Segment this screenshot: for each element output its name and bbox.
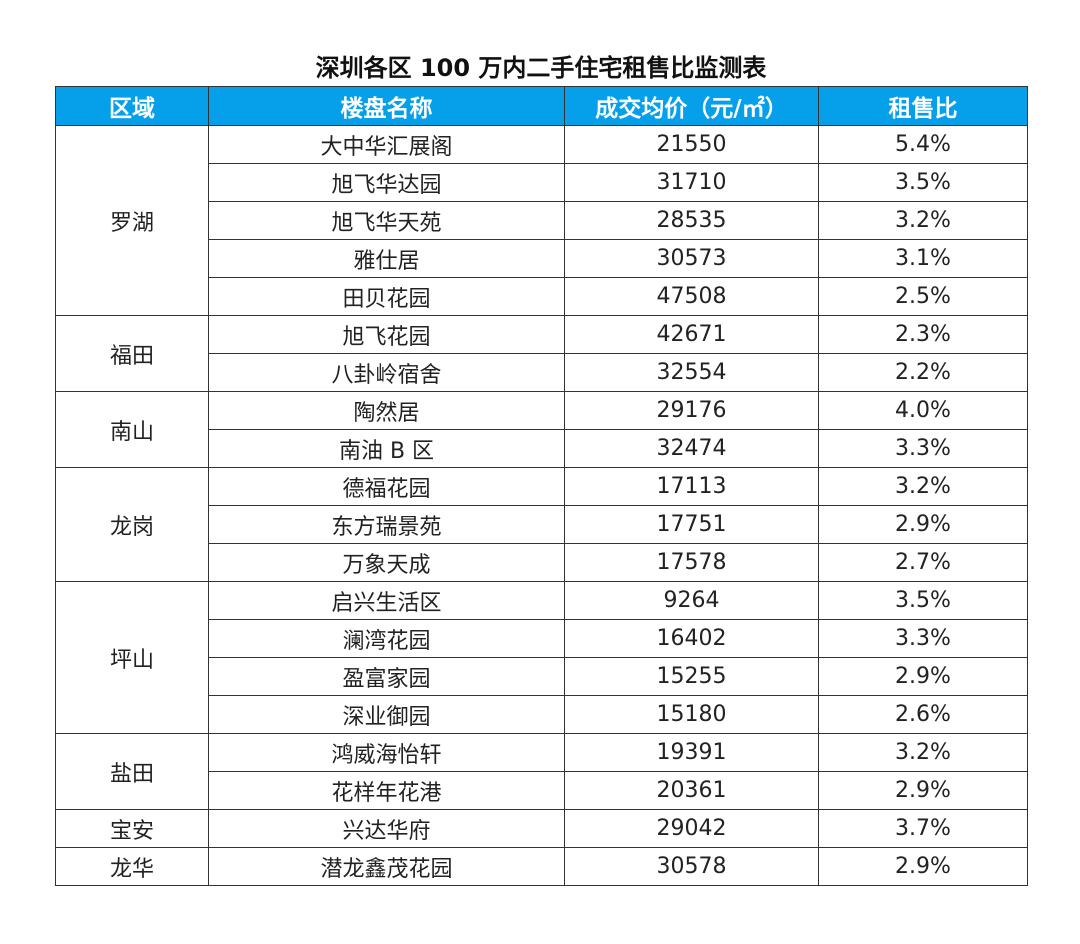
estate-name-cell: 旭飞华达园 <box>208 163 565 202</box>
estate-name-cell: 东方瑞景苑 <box>208 505 565 544</box>
district-cell: 宝安 <box>55 809 209 848</box>
avg-price-cell: 17751 <box>564 505 819 544</box>
avg-price-cell: 17113 <box>564 467 819 506</box>
avg-price-cell: 29176 <box>564 391 819 430</box>
table-row: 花样年花港 20361 2.9% <box>56 771 1028 810</box>
table-row: 龙华 潜龙鑫茂花园 30578 2.9% <box>55 847 1028 886</box>
avg-price-cell: 9264 <box>564 581 819 620</box>
rent-sale-ratio-table: 区域 楼盘名称 成交均价（元/㎡） 租售比 罗湖 大中华汇展阁 21550 5.4% 旭… <box>55 86 1028 886</box>
table-body: 罗湖 大中华汇展阁 21550 5.4% 旭飞华达园 31710 3.5% 旭飞华天苑 2853… <box>55 125 1028 886</box>
rent-sale-ratio-cell: 3.5% <box>818 163 1028 202</box>
avg-price-cell: 15180 <box>564 695 819 734</box>
table-row: 龙岗 德福花园 17113 3.2% <box>55 467 1028 582</box>
rent-sale-ratio-cell: 2.9% <box>818 505 1028 544</box>
table-row: 宝安 兴达华府 29042 3.7% <box>55 809 1028 848</box>
estate-name-cell: 启兴生活区 <box>208 581 565 620</box>
avg-price-cell: 31710 <box>564 163 819 202</box>
table-row: 澜湾花园 16402 3.3% <box>56 619 1028 658</box>
header-district: 区域 <box>55 86 209 126</box>
avg-price-cell: 28535 <box>564 201 819 240</box>
estate-name-cell: 兴达华府 <box>208 809 565 848</box>
district-cell: 坪山 <box>55 581 209 734</box>
estate-name-cell: 盈富家园 <box>208 657 565 696</box>
rent-sale-ratio-cell: 3.3% <box>818 619 1028 658</box>
rent-sale-ratio-cell: 3.2% <box>818 201 1028 240</box>
estate-name-cell: 陶然居 <box>208 391 565 430</box>
table-row: 旭飞华达园 31710 3.5% <box>56 163 1028 202</box>
table-row: 盐田 鸿威海怡轩 19391 3.2% <box>55 733 1028 810</box>
district-cell: 福田 <box>55 315 209 392</box>
avg-price-cell: 42671 <box>564 315 819 354</box>
header-row: 区域 楼盘名称 成交均价（元/㎡） 租售比 <box>55 86 1028 126</box>
district-cell: 龙岗 <box>55 467 209 582</box>
rent-sale-ratio-cell: 2.6% <box>818 695 1028 734</box>
table-row: 万象天成 17578 2.7% <box>56 543 1028 582</box>
avg-price-cell: 17578 <box>564 543 819 582</box>
table-row: 深业御园 15180 2.6% <box>56 695 1028 734</box>
avg-price-cell: 30573 <box>564 239 819 278</box>
table-row: 福田 旭飞花园 42671 2.3% <box>55 315 1028 392</box>
table-row: 坪山 启兴生活区 9264 3.5% <box>55 581 1028 734</box>
estate-name-cell: 大中华汇展阁 <box>208 125 565 164</box>
rent-sale-ratio-cell: 3.3% <box>818 429 1028 468</box>
rent-sale-ratio-cell: 4.0% <box>818 391 1028 430</box>
avg-price-cell: 32474 <box>564 429 819 468</box>
rent-sale-ratio-cell: 2.2% <box>818 353 1028 392</box>
header-ratio: 租售比 <box>818 86 1028 126</box>
district-cell: 罗湖 <box>55 125 209 316</box>
table-row: 田贝花园 47508 2.5% <box>56 277 1028 316</box>
rent-sale-ratio-cell: 3.2% <box>818 733 1028 772</box>
avg-price-cell: 47508 <box>564 277 819 316</box>
rent-sale-ratio-cell: 3.7% <box>818 809 1028 848</box>
table-row: 八卦岭宿舍 32554 2.2% <box>56 353 1028 392</box>
avg-price-cell: 20361 <box>564 771 819 810</box>
estate-name-cell: 花样年花港 <box>208 771 565 810</box>
avg-price-cell: 30578 <box>564 847 819 886</box>
estate-name-cell: 德福花园 <box>208 467 565 506</box>
rent-sale-ratio-cell: 3.2% <box>818 467 1028 506</box>
avg-price-cell: 19391 <box>564 733 819 772</box>
rent-sale-ratio-cell: 3.5% <box>818 581 1028 620</box>
table-row: 南山 陶然居 29176 4.0% <box>55 391 1028 468</box>
rent-sale-ratio-cell: 2.3% <box>818 315 1028 354</box>
rent-sale-ratio-cell: 3.1% <box>818 239 1028 278</box>
table-row: 东方瑞景苑 17751 2.9% <box>56 505 1028 544</box>
estate-name-cell: 南油 B 区 <box>208 429 565 468</box>
rent-sale-ratio-cell: 2.7% <box>818 543 1028 582</box>
table-title: 深圳各区 100 万内二手住宅租售比监测表 <box>315 54 767 82</box>
rent-sale-ratio-cell: 2.5% <box>818 277 1028 316</box>
estate-name-cell: 万象天成 <box>208 543 565 582</box>
rent-sale-ratio-cell: 2.9% <box>818 847 1028 886</box>
estate-name-cell: 旭飞华天苑 <box>208 201 565 240</box>
estate-name-cell: 深业御园 <box>208 695 565 734</box>
district-cell: 龙华 <box>55 847 209 886</box>
estate-name-cell: 田贝花园 <box>208 277 565 316</box>
rent-sale-ratio-cell: 5.4% <box>818 125 1028 164</box>
estate-name-cell: 雅仕居 <box>208 239 565 278</box>
avg-price-cell: 29042 <box>564 809 819 848</box>
table-row: 罗湖 大中华汇展阁 21550 5.4% <box>55 125 1028 316</box>
rent-sale-ratio-cell: 2.9% <box>818 657 1028 696</box>
header-estate: 楼盘名称 <box>208 86 565 126</box>
header-price: 成交均价（元/㎡） <box>564 86 819 126</box>
table-row: 南油 B 区 32474 3.3% <box>56 429 1028 468</box>
avg-price-cell: 21550 <box>564 125 819 164</box>
estate-name-cell: 澜湾花园 <box>208 619 565 658</box>
avg-price-cell: 15255 <box>564 657 819 696</box>
estate-name-cell: 潜龙鑫茂花园 <box>208 847 565 886</box>
estate-name-cell: 旭飞花园 <box>208 315 565 354</box>
avg-price-cell: 32554 <box>564 353 819 392</box>
estate-name-cell: 八卦岭宿舍 <box>208 353 565 392</box>
rent-sale-ratio-cell: 2.9% <box>818 771 1028 810</box>
estate-name-cell: 鸿威海怡轩 <box>208 733 565 772</box>
district-cell: 盐田 <box>55 733 209 810</box>
district-cell: 南山 <box>55 391 209 468</box>
avg-price-cell: 16402 <box>564 619 819 658</box>
